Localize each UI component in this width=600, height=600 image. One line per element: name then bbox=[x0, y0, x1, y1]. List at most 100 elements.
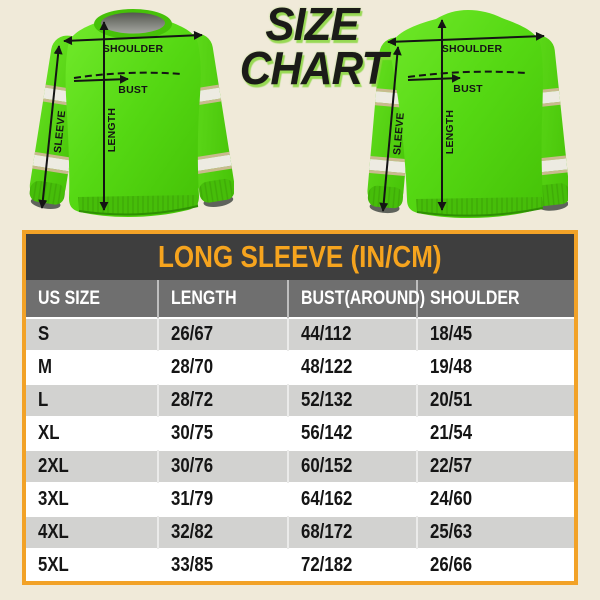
cell-value: 28/72 bbox=[170, 389, 213, 411]
cell-value: 44/112 bbox=[300, 323, 352, 345]
cell-value: 22/57 bbox=[430, 455, 473, 477]
shoulder-cell: 19/48 bbox=[416, 350, 574, 384]
table-title-band: LONG SLEEVE (IN/CM) bbox=[26, 234, 574, 280]
cell-value: 24/60 bbox=[430, 488, 473, 510]
col-header-label: LENGTH bbox=[170, 287, 237, 309]
back-measure-arrows bbox=[379, 19, 545, 212]
back-sleeve-label: SLEEVE bbox=[391, 112, 407, 156]
back-body bbox=[390, 10, 543, 219]
bust-cell: 72/182 bbox=[286, 548, 418, 581]
cell-value: S bbox=[38, 323, 50, 345]
length-cell: 28/70 bbox=[156, 350, 288, 384]
table-row: 3XL 31/79 64/162 24/60 bbox=[26, 482, 574, 516]
col-header-label: US SIZE bbox=[38, 287, 101, 309]
cell-value: 25/63 bbox=[430, 521, 473, 543]
cell-value: 28/70 bbox=[170, 356, 213, 378]
cell-value: 32/82 bbox=[170, 521, 213, 543]
back-hem bbox=[416, 197, 543, 216]
front-shirt-illustration: SHOULDER BUST LENGTH SLEEVE bbox=[28, 9, 234, 218]
length-cell: 31/79 bbox=[156, 482, 288, 516]
table-row: XL 30/75 56/142 21/54 bbox=[26, 416, 574, 450]
length-cell: 28/72 bbox=[156, 383, 288, 417]
cell-value: XL bbox=[38, 422, 60, 444]
col-header-bust: BUST(AROUND) bbox=[286, 280, 425, 318]
cell-value: 21/54 bbox=[430, 422, 473, 444]
size-cell: 5XL bbox=[26, 548, 158, 581]
cell-value: 26/66 bbox=[430, 554, 473, 576]
cell-value: 20/51 bbox=[430, 389, 473, 411]
shoulder-cell: 24/60 bbox=[416, 482, 574, 516]
col-header-label: SHOULDER bbox=[430, 287, 520, 309]
front-length-label: LENGTH bbox=[106, 108, 118, 152]
cell-value: L bbox=[38, 389, 49, 411]
cell-value: 68/172 bbox=[300, 521, 353, 543]
shoulder-cell: 25/63 bbox=[416, 515, 574, 549]
bust-cell: 48/122 bbox=[286, 350, 418, 384]
col-header-shoulder: SHOULDER bbox=[416, 280, 574, 318]
table-row: S 26/67 44/112 18/45 bbox=[26, 317, 574, 351]
front-measure-arrows bbox=[38, 21, 203, 211]
cell-value: 19/48 bbox=[430, 356, 473, 378]
col-header-us-size: US SIZE bbox=[26, 280, 158, 318]
cell-value: 56/142 bbox=[300, 422, 353, 444]
cell-value: 26/67 bbox=[170, 323, 213, 345]
table-row: M 28/70 48/122 19/48 bbox=[26, 350, 574, 384]
table-row: 4XL 32/82 68/172 25/63 bbox=[26, 515, 574, 549]
cell-value: 48/122 bbox=[300, 356, 353, 378]
cell-value: 31/79 bbox=[170, 488, 213, 510]
length-cell: 26/67 bbox=[156, 317, 288, 351]
cell-value: 4XL bbox=[38, 521, 69, 543]
back-sleeve-arrow bbox=[379, 46, 402, 212]
page-title-line2: CHART bbox=[239, 42, 388, 95]
size-cell: 3XL bbox=[26, 482, 158, 516]
bust-cell: 52/132 bbox=[286, 383, 418, 417]
front-shoulder-arrow bbox=[63, 30, 203, 46]
page-title-line1: SIZE bbox=[265, 0, 359, 50]
length-cell: 30/76 bbox=[156, 449, 288, 483]
table-title: LONG SLEEVE (IN/CM) bbox=[158, 239, 442, 274]
shoulder-cell: 18/45 bbox=[416, 317, 574, 351]
front-body bbox=[65, 15, 201, 218]
bust-cell: 44/112 bbox=[286, 317, 418, 351]
size-cell: M bbox=[26, 350, 158, 384]
table-row: 5XL 33/85 72/182 26/66 bbox=[26, 548, 574, 581]
cell-value: 2XL bbox=[38, 455, 69, 477]
size-cell: L bbox=[26, 383, 158, 417]
length-cell: 32/82 bbox=[156, 515, 288, 549]
back-bust-label: BUST bbox=[453, 83, 483, 95]
header-row: US SIZE LENGTH BUST(AROUND) SHOULDER bbox=[26, 280, 574, 318]
back-shoulder-label: SHOULDER bbox=[442, 43, 503, 55]
table-row: L 28/72 52/132 20/51 bbox=[26, 383, 574, 417]
size-chart-table: LONG SLEEVE (IN/CM) US SIZE LENGTH BUST(… bbox=[22, 230, 578, 585]
col-header-label: BUST(AROUND) bbox=[300, 287, 426, 309]
cell-value: 64/162 bbox=[300, 488, 353, 510]
bust-cell: 68/172 bbox=[286, 515, 418, 549]
bust-cell: 64/162 bbox=[286, 482, 418, 516]
front-shoulder-label: SHOULDER bbox=[103, 43, 164, 55]
length-cell: 33/85 bbox=[156, 548, 288, 581]
front-bust-dashed-line bbox=[73, 71, 183, 79]
back-length-label: LENGTH bbox=[444, 110, 456, 154]
cell-value: 72/182 bbox=[300, 554, 353, 576]
front-bust-label: BUST bbox=[118, 84, 148, 96]
cell-value: 52/132 bbox=[300, 389, 353, 411]
front-collar bbox=[94, 9, 172, 39]
size-cell: XL bbox=[26, 416, 158, 450]
size-cell: S bbox=[26, 317, 158, 351]
cell-value: 30/76 bbox=[170, 455, 213, 477]
shoulder-cell: 22/57 bbox=[416, 449, 574, 483]
back-bust-dashed-line bbox=[407, 70, 527, 78]
cell-value: M bbox=[38, 356, 53, 378]
cell-value: 30/75 bbox=[170, 422, 213, 444]
length-cell: 30/75 bbox=[156, 416, 288, 450]
cell-value: 33/85 bbox=[170, 554, 213, 576]
bust-cell: 60/152 bbox=[286, 449, 418, 483]
col-header-length: LENGTH bbox=[156, 280, 288, 318]
size-table-grid: US SIZE LENGTH BUST(AROUND) SHOULDER S 2… bbox=[26, 280, 574, 581]
back-shirt-illustration: SHOULDER BUST LENGTH SLEEVE bbox=[366, 10, 568, 219]
front-sleeve-arrow bbox=[38, 45, 63, 209]
cell-value: 60/152 bbox=[300, 455, 353, 477]
cell-value: 3XL bbox=[38, 488, 69, 510]
shoulder-cell: 26/66 bbox=[416, 548, 574, 581]
